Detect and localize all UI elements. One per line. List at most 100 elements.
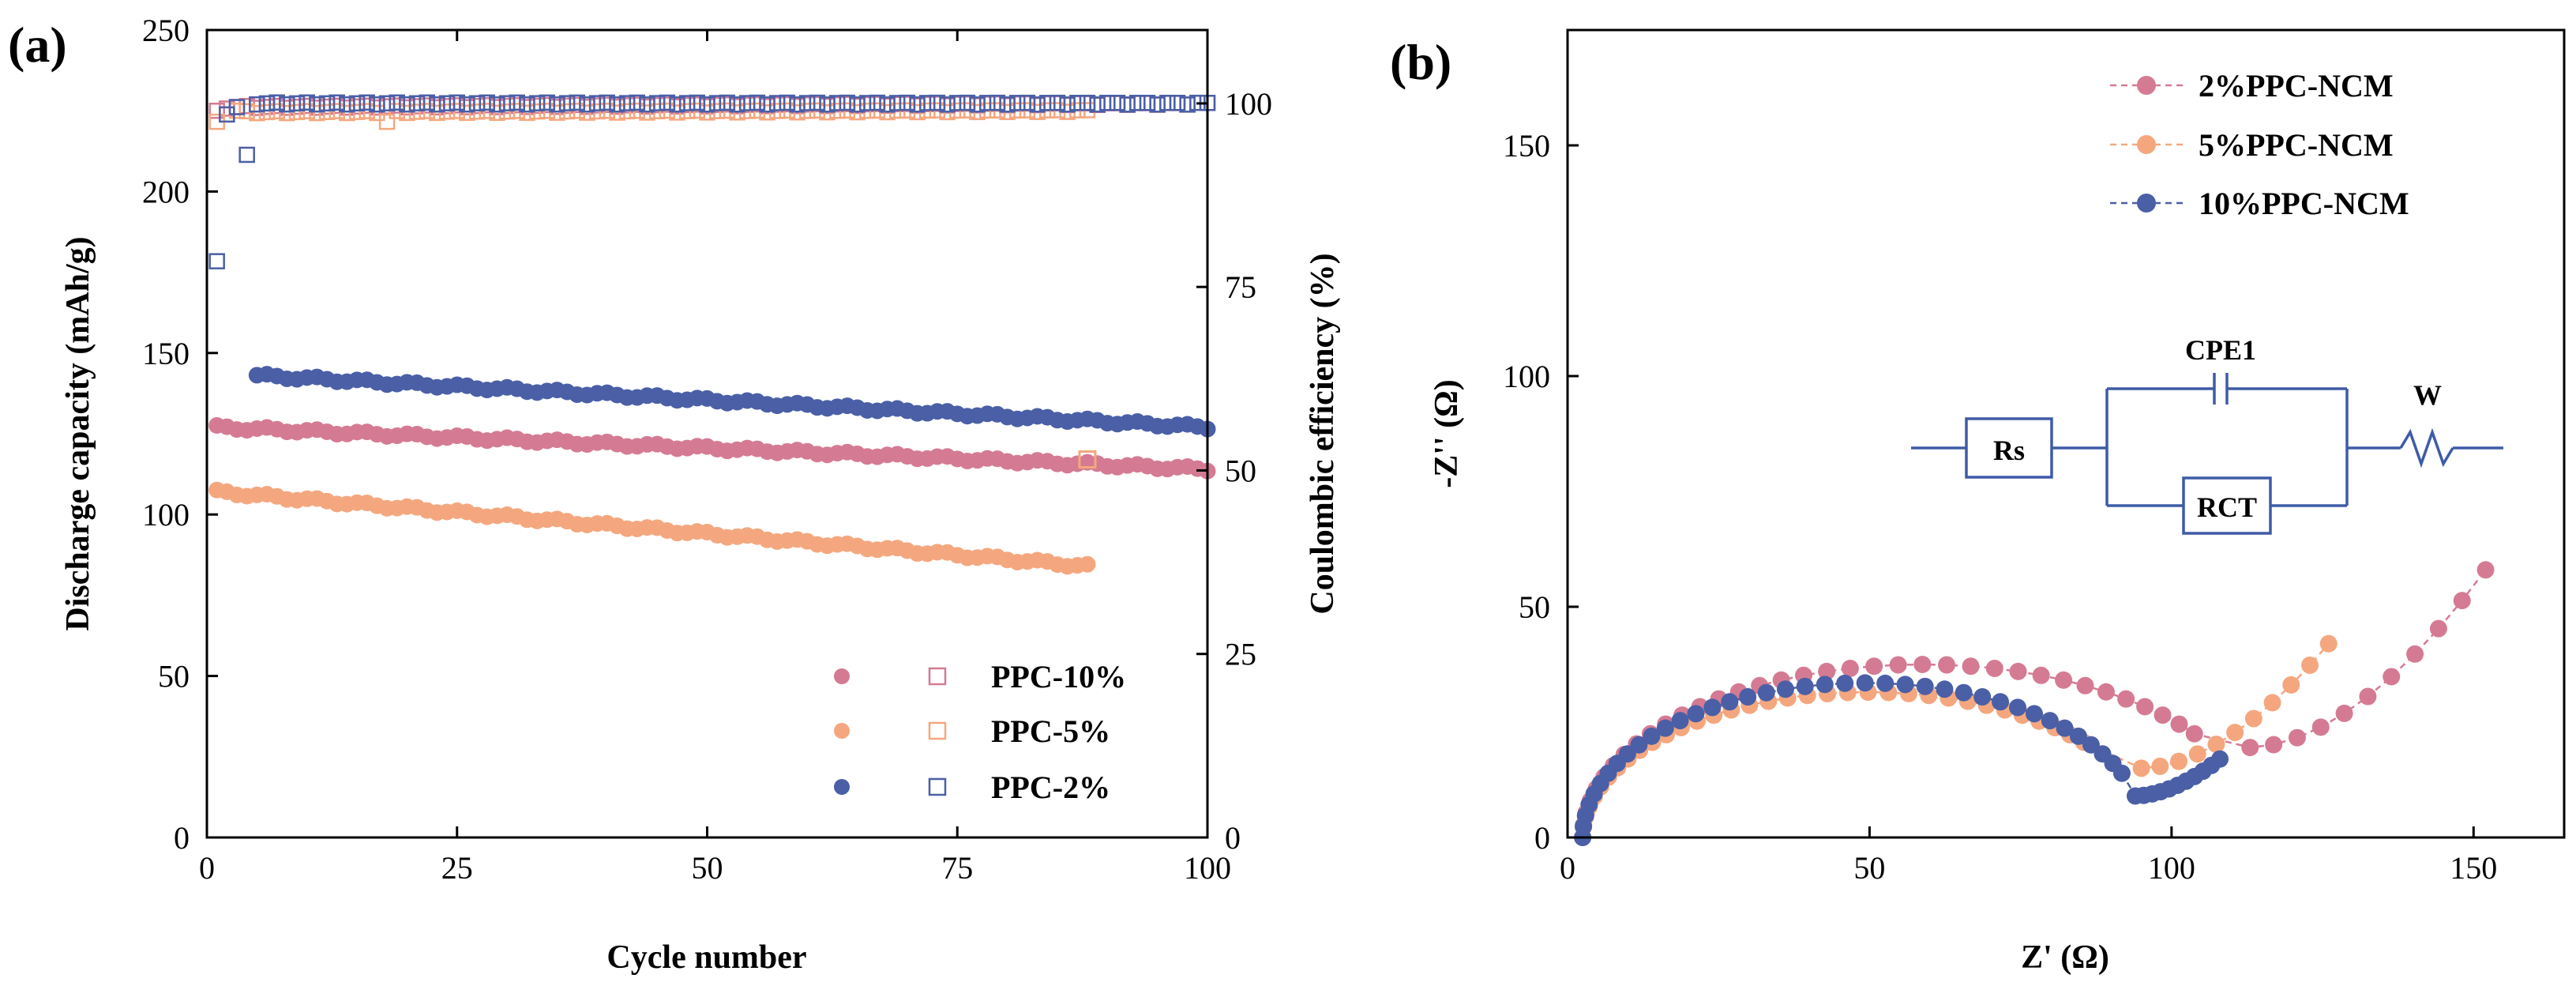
efficiency-point-ppc-2pct	[558, 95, 576, 111]
efficiency-point-ppc-2pct	[318, 95, 336, 112]
efficiency-point-ppc-5pct	[339, 104, 355, 122]
panel-a-label: (a)	[8, 17, 67, 73]
efficiency-point-ppc-2pct	[569, 94, 586, 111]
nyquist-point-10pctppc-ncm	[1973, 688, 1992, 706]
nyquist-point-5pctppc-ncm	[2300, 656, 2319, 674]
efficiency-point-ppc-2pct	[1059, 96, 1076, 113]
y-tick-label: 250	[142, 13, 190, 48]
panel-a-marks	[208, 94, 1216, 575]
nyquist-line-5pctppc-ncm	[1581, 642, 2330, 838]
nyquist-point-10pctppc-ncm	[1630, 736, 1648, 754]
panel-b: (b) 0 50 100 150 0 50 100 150 Z' (Ω) -Z'' (Ω) 2…	[1390, 28, 2566, 976]
y2-tick-label: 50	[1225, 453, 1256, 488]
nyquist-point-10pctppc-ncm	[2069, 727, 2087, 745]
efficiency-point-ppc-2pct	[708, 95, 726, 111]
efficiency-point-ppc-5pct	[489, 104, 505, 122]
efficiency-point-ppc-2pct	[429, 96, 445, 113]
y-tick-label: 150	[142, 336, 190, 371]
nyquist-point-2pctppc-ncm	[2311, 718, 2330, 736]
efficiency-point-ppc-2pct	[749, 94, 766, 111]
efficiency-point-ppc-2pct	[369, 96, 385, 113]
legend-a-ppc10-label: PPC-10%	[991, 659, 1126, 694]
nyquist-point-10pctppc-ncm	[1876, 674, 1894, 692]
efficiency-point-ppc-2pct	[879, 96, 896, 113]
nyquist-point-5pctppc-ncm	[2151, 757, 2169, 775]
efficiency-point-ppc-2pct	[238, 146, 255, 164]
efficiency-outlier-point	[1078, 450, 1097, 469]
efficiency-point-ppc-2pct	[309, 96, 325, 113]
efficiency-point-ppc-2pct	[779, 94, 796, 111]
nyquist-point-10pctppc-ncm	[2112, 764, 2131, 782]
nyquist-point-2pctppc-ncm	[2453, 592, 2471, 610]
efficiency-point-ppc-2pct	[949, 95, 966, 111]
equivalent-circuit	[1911, 373, 2503, 535]
efficiency-point-ppc-2pct	[1159, 94, 1176, 111]
efficiency-point-ppc-2pct	[549, 96, 565, 113]
efficiency-point-ppc-5pct	[549, 104, 565, 121]
panel-b-marks	[1574, 561, 2495, 846]
nyquist-point-10pctppc-ncm	[1739, 688, 1757, 706]
efficiency-point-ppc-2pct	[288, 95, 306, 112]
y2-tick-label: 75	[1225, 269, 1256, 305]
efficiency-point-ppc-2pct	[689, 94, 706, 111]
efficiency-point-ppc-2pct	[389, 94, 405, 111]
nyquist-point-10pctppc-ncm	[1936, 680, 1954, 698]
nyquist-point-2pctppc-ncm	[1889, 656, 1907, 674]
efficiency-point-ppc-2pct	[888, 95, 906, 111]
nyquist-point-2pctppc-ncm	[2241, 739, 2259, 757]
nyquist-point-5pctppc-ncm	[2132, 759, 2150, 777]
efficiency-point-ppc-5pct	[279, 104, 295, 122]
nyquist-point-10pctppc-ncm	[1776, 680, 1794, 698]
efficiency-point-ppc-2pct	[789, 96, 805, 113]
efficiency-point-ppc-5pct	[378, 113, 396, 130]
rct-label: RCT	[2197, 491, 2257, 523]
efficiency-point-ppc-2pct	[1139, 94, 1156, 111]
efficiency-point-ppc-2pct	[1069, 95, 1086, 111]
efficiency-point-ppc-2pct	[899, 94, 916, 111]
efficiency-point-ppc-5pct	[579, 104, 595, 121]
efficiency-point-ppc-5pct	[399, 104, 415, 122]
efficiency-point-ppc-2pct	[768, 95, 786, 111]
efficiency-point-ppc-2pct	[268, 94, 285, 111]
nyquist-point-2pctppc-ncm	[2032, 666, 2050, 684]
legend-b-5pct-marker	[2137, 135, 2156, 154]
nyquist-point-2pctppc-ncm	[2117, 690, 2135, 708]
x-tick-label: 75	[941, 850, 973, 886]
efficiency-point-ppc-2pct	[648, 95, 666, 111]
y-tick-label: 100	[1503, 359, 1550, 394]
panel-a: (a) 0 25 50 75 1000501001502002500255075100 …	[8, 13, 1341, 976]
efficiency-point-ppc-2pct	[929, 94, 946, 111]
efficiency-point-ppc-2pct	[839, 94, 856, 111]
efficiency-point-ppc-2pct	[348, 95, 366, 112]
efficiency-point-ppc-5pct	[369, 104, 385, 122]
nyquist-point-10pctppc-ncm	[1836, 674, 1854, 692]
nyquist-point-2pctppc-ncm	[2383, 668, 2401, 686]
x-tick-label: 0	[199, 850, 215, 886]
nyquist-point-10pctppc-ncm	[1955, 683, 1973, 702]
nyquist-point-10pctppc-ncm	[1796, 677, 1814, 695]
efficiency-point-ppc-5pct	[519, 104, 535, 121]
efficiency-point-ppc-2pct	[1039, 95, 1056, 111]
efficiency-point-ppc-2pct	[449, 94, 465, 111]
y-tick-label: 0	[174, 820, 190, 856]
nyquist-point-10pctppc-ncm	[1816, 676, 1834, 694]
nyquist-point-2pctppc-ncm	[2097, 683, 2115, 701]
efficiency-point-ppc-2pct	[498, 95, 516, 111]
nyquist-point-2pctppc-ncm	[2170, 715, 2188, 733]
panel-b-ylabel: -Z'' (Ω)	[1429, 379, 1465, 487]
efficiency-point-ppc-2pct	[438, 95, 456, 111]
efficiency-point-ppc-5pct	[429, 104, 445, 122]
nyquist-point-5pctppc-ncm	[2263, 694, 2281, 712]
efficiency-point-ppc-2pct	[489, 96, 505, 113]
y2-tick-label: 0	[1225, 820, 1241, 856]
nyquist-point-5pctppc-ncm	[2282, 676, 2300, 694]
legend-a-ppc10-square	[928, 667, 947, 686]
nyquist-point-2pctppc-ncm	[2335, 704, 2353, 722]
efficiency-point-ppc-2pct	[459, 96, 475, 113]
nyquist-point-10pctppc-ncm	[1757, 683, 1775, 702]
nyquist-point-2pctppc-ncm	[1985, 660, 2003, 678]
efficiency-point-ppc-2pct	[738, 95, 756, 111]
y2-tick-label: 100	[1225, 86, 1272, 122]
nyquist-point-5pctppc-ncm	[2244, 709, 2262, 728]
y-tick-label: 200	[142, 174, 190, 209]
